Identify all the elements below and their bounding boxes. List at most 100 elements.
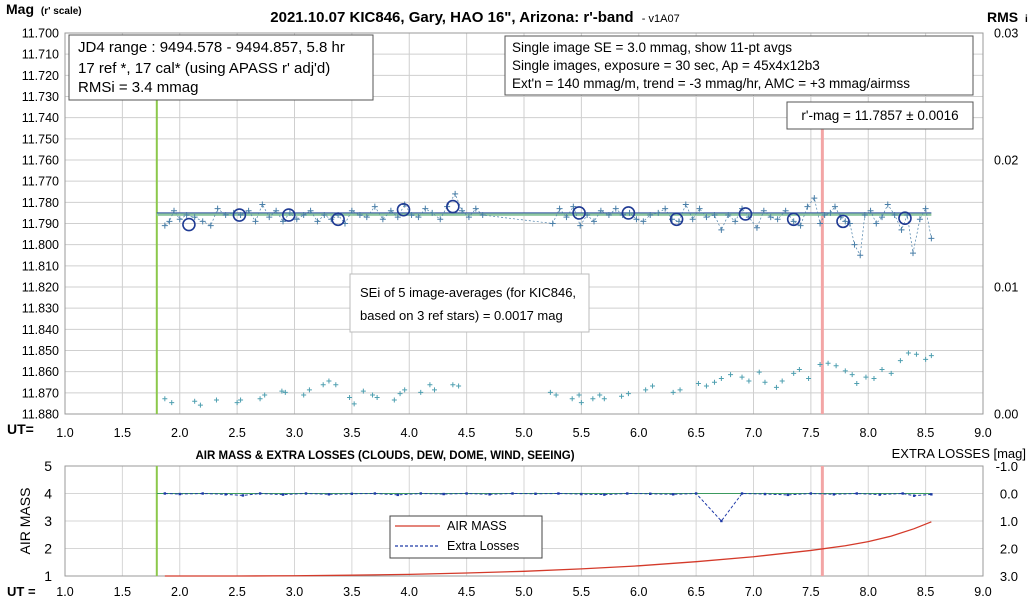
rms-point <box>779 378 785 384</box>
bottom-y2-tick-label: -1.0 <box>996 459 1018 474</box>
y-tick-label: 11.750 <box>22 132 59 146</box>
bottom-y-tick-label: 2 <box>44 541 52 557</box>
rms-point <box>739 374 745 380</box>
single-image-point <box>916 216 923 223</box>
x-tick-label: 5.0 <box>515 426 532 440</box>
single-image-point <box>633 216 640 223</box>
top-plot-frame <box>64 32 984 415</box>
single-image-point <box>910 250 917 257</box>
single-image-point <box>222 212 229 219</box>
single-image-point <box>437 216 444 223</box>
rms-point <box>547 389 553 395</box>
average-point <box>836 214 850 229</box>
single-image-point <box>655 209 662 216</box>
bottom-x-tick-label: 5.0 <box>515 585 532 599</box>
y-tick-label: 11.840 <box>22 323 59 337</box>
bottom-x-tick-label: 2.0 <box>171 585 188 599</box>
sei-line-1: SEi of 5 image-averages (for KIC846, <box>360 285 576 300</box>
single-image-point <box>422 205 429 212</box>
single-image-point <box>199 218 206 225</box>
rms-point <box>854 381 860 387</box>
x-tick-label: 6.0 <box>630 426 647 440</box>
single-image-point <box>861 212 868 219</box>
single-image-point <box>867 207 874 214</box>
mag-value: r'-mag = 11.7857 ± 0.0016 <box>801 108 958 123</box>
rms-point <box>238 397 244 403</box>
rms-point <box>806 375 812 381</box>
rms-point <box>643 387 649 393</box>
rms-point <box>928 353 934 359</box>
average-point <box>898 211 912 226</box>
rms-point <box>262 392 268 398</box>
rms-point <box>773 384 779 390</box>
average-point <box>232 208 247 222</box>
rms-point <box>796 367 802 373</box>
average-point <box>396 202 411 217</box>
single-image-point <box>207 222 214 229</box>
y-tick-label: 11.880 <box>22 408 59 422</box>
single-image-point <box>363 214 370 221</box>
extra-losses-point <box>580 492 583 496</box>
top-marks <box>156 190 935 408</box>
single-image-point <box>356 212 363 219</box>
rms-point <box>553 392 559 398</box>
info-right-line-3: Ext'n = 140 mmag/m, trend = -3 mmag/hr, … <box>512 76 910 91</box>
y-tick-label: 11.800 <box>22 238 59 252</box>
single-image-point <box>662 205 669 212</box>
rms-point <box>374 394 380 400</box>
bottom-y-label: AIR MASS <box>17 488 33 555</box>
bottom-chart-title: AIR MASS & EXTRA LOSSES (CLOUDS, DEW, DO… <box>195 450 574 462</box>
single-image-point <box>703 214 710 221</box>
extra-losses-point <box>720 519 723 523</box>
rms-point <box>279 388 285 394</box>
single-image-point <box>273 207 280 214</box>
bottom-y-tick-label: 3 <box>44 513 52 529</box>
y2-tick-label: 0.01 <box>994 281 1018 295</box>
single-image-point <box>928 235 935 242</box>
bottom-y2-tick-label: 2.0 <box>1000 542 1018 557</box>
rms-point <box>257 396 263 402</box>
single-image-point <box>293 216 300 223</box>
extra-losses-point <box>442 492 445 496</box>
info-left-line-2: 17 ref *, 17 cal* (using APASS r' adj'd) <box>78 60 330 77</box>
extra-losses-point <box>488 493 491 496</box>
rms-point <box>728 372 734 378</box>
single-image-point <box>821 212 828 219</box>
info-box-left: JD4 range : 9494.578 - 9494.857, 5.8 hr … <box>68 34 374 101</box>
bottom-y2-label: EXTRA LOSSES [mag] <box>892 446 1026 461</box>
extra-losses-point <box>832 493 836 496</box>
average-point <box>572 206 586 220</box>
magnitude-chart: 1.0 1.5 2.0 2.5 3.0 3.5 4.0 4.5 5.0 5.5 6.0 6.5 7.0 7… <box>6 1 1028 440</box>
x-tick-label: 2.0 <box>171 426 188 440</box>
top-tick-labels: 1.0 1.5 2.0 2.5 3.0 3.5 4.0 4.5 5.0 5.5 6.0 6.5 7.0 7… <box>22 27 1019 441</box>
info-left-line-1: JD4 range : 9494.578 - 9494.857, 5.8 hr <box>78 39 345 56</box>
bottom-y-tick-label: 5 <box>44 458 52 474</box>
rms-point <box>306 387 312 393</box>
rms-point <box>391 397 397 403</box>
y-tick-label: 11.810 <box>22 259 59 273</box>
single-image-point <box>612 205 619 212</box>
x-tick-label: 4.5 <box>458 426 475 440</box>
sei-box: SEi of 5 image-averages (for KIC846, bas… <box>349 273 590 333</box>
rms-point <box>431 387 437 393</box>
bottom-x-tick-label: 9.0 <box>974 585 991 599</box>
rms-point <box>590 396 596 402</box>
rms-point <box>791 370 797 376</box>
single-image-point <box>191 214 198 221</box>
average-point <box>738 207 753 221</box>
bottom-y-tick-label: 1 <box>44 568 52 584</box>
single-image-point <box>379 216 386 223</box>
single-image-point <box>166 218 173 225</box>
single-image-point <box>408 212 415 219</box>
bottom-x-tick-label: 2.5 <box>228 585 245 599</box>
rms-point <box>888 370 894 376</box>
single-image-line <box>164 193 932 257</box>
x-tick-label: 9.0 <box>974 426 991 440</box>
extra-losses-point <box>350 492 354 495</box>
y-tick-label: 11.730 <box>22 90 59 104</box>
single-image-point <box>465 214 472 221</box>
info-box-right: Single image SE = 3.0 mmag, show 11-pt a… <box>504 35 974 96</box>
single-image-point <box>831 203 838 210</box>
rms-point <box>905 350 911 356</box>
y-tick-label: 11.710 <box>22 48 59 62</box>
